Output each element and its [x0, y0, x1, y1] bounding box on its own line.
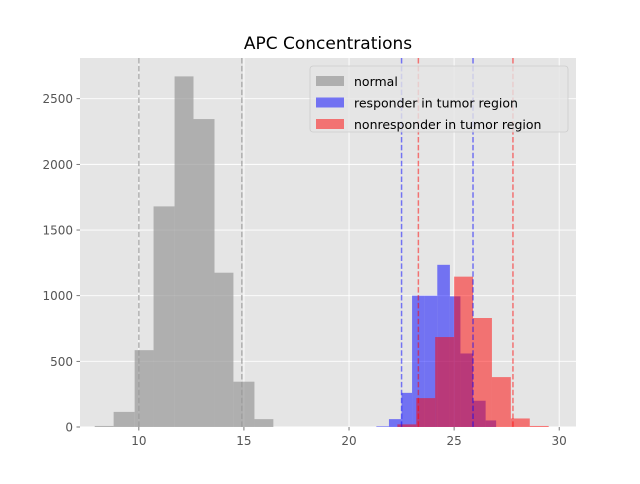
histogram-bar-series-0	[193, 119, 215, 427]
legend-box	[309, 65, 569, 133]
legend: normal responder in tumor region nonrespon…	[309, 65, 569, 133]
y-tick-label: 500	[50, 355, 73, 369]
histogram-bar-series-0	[94, 425, 114, 427]
y-tick-label: 2500	[42, 92, 73, 106]
legend-swatch-1	[316, 97, 344, 108]
x-tick-label: 10	[131, 434, 146, 448]
histogram-bar-series-0	[113, 411, 135, 427]
legend-swatch-2	[316, 119, 344, 129]
histogram-bar-series-0	[153, 206, 175, 427]
legend-swatch-0	[316, 76, 344, 86]
histogram-bar-series-2	[473, 318, 492, 427]
legend-label-1: responder in tumor region	[354, 96, 518, 111]
x-tick-label: 20	[341, 434, 356, 448]
histogram-bar-series-2	[416, 398, 436, 427]
histogram-bar-series-1	[401, 392, 413, 427]
histogram-bar-series-0	[214, 272, 234, 427]
histogram-bar-series-0	[134, 350, 154, 427]
histogram-bar-series-2	[529, 425, 549, 427]
vlines-layer	[138, 58, 514, 427]
histogram-bar-series-1	[388, 419, 402, 427]
histogram-bar-series-2	[397, 424, 417, 427]
y-tick-label: 2000	[42, 158, 73, 172]
y-tick-label: 0	[65, 421, 73, 435]
histogram-bar-series-2	[435, 337, 455, 427]
ticks-layer: 10 15 20 25 30 0 500 1000 1500 2000 2500	[42, 92, 566, 448]
y-tick-label: 1500	[42, 224, 73, 238]
x-tick-label: 15	[236, 434, 251, 448]
chart-title: APC Concentrations	[244, 34, 412, 54]
legend-label-2: nonresponder in tumor region	[354, 117, 541, 132]
legend-label-0: normal	[354, 74, 398, 89]
x-tick-label: 25	[446, 434, 461, 448]
histogram-bar-series-1	[376, 426, 389, 427]
histogram-bar-series-2	[491, 377, 511, 427]
histogram-bar-series-0	[174, 76, 194, 427]
histogram-bar-series-1	[424, 295, 438, 427]
histogram-bar-series-0	[254, 419, 274, 427]
x-tick-label: 30	[552, 434, 567, 448]
y-tick-label: 1000	[42, 289, 73, 303]
histogram-bar-series-0	[233, 381, 255, 427]
histogram-bar-series-2	[454, 276, 474, 427]
histogram-bar-series-2	[510, 418, 530, 427]
